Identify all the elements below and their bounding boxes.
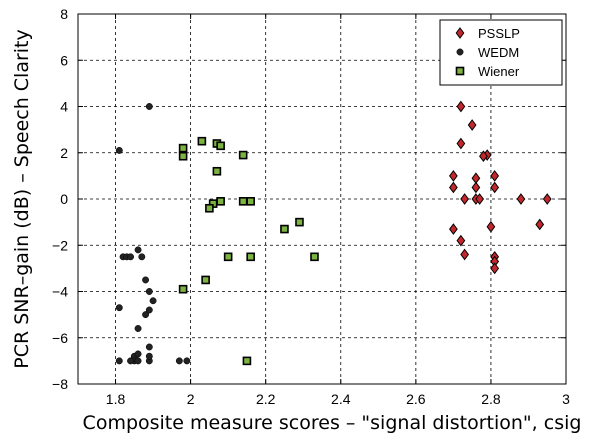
point-wedm [145, 352, 153, 360]
point-wiener [205, 203, 214, 213]
point-wiener [216, 141, 225, 151]
series-wedm [115, 103, 191, 365]
point-wedm [149, 297, 157, 305]
point-wedm [127, 357, 135, 365]
point-psslp [449, 170, 458, 182]
point-wiener [178, 143, 188, 153]
point-psslp [516, 193, 526, 205]
y-tick-label: −8 [52, 376, 68, 392]
x-tick-label: 1.8 [106, 391, 126, 407]
point-wiener [295, 217, 304, 227]
y-tick-labels: −8 −6 −4 −2 0 2 4 6 8 [52, 6, 68, 392]
point-psslp [535, 218, 545, 231]
point-wiener [178, 151, 188, 161]
point-wiener [246, 252, 255, 262]
legend-label-wiener: Wiener [478, 64, 520, 79]
legend-marker-psslp [455, 27, 465, 39]
x-tick-labels: 1.8 2 2.2 2.4 2.6 2.8 3 [106, 391, 570, 407]
point-wiener [238, 197, 248, 206]
point-wedm [134, 325, 142, 332]
point-psslp [449, 181, 458, 194]
legend-entry-wedm: WEDM [456, 45, 519, 60]
point-wiener [212, 166, 222, 176]
point-psslp [456, 137, 466, 150]
point-wedm [134, 246, 142, 254]
point-wiener [246, 197, 255, 206]
x-tick-label: 2.4 [331, 391, 351, 407]
point-wedm [127, 253, 135, 261]
x-tick-label: 2.8 [481, 391, 501, 407]
point-wedm [145, 343, 153, 351]
plot-area-frame [77, 13, 567, 385]
point-wiener [201, 275, 210, 285]
point-psslp [486, 220, 496, 233]
legend-entries: PSSLP WEDM Wiener [455, 26, 520, 79]
x-tick-label: 2.6 [406, 391, 426, 407]
legend: PSSLP WEDM Wiener [439, 19, 563, 86]
legend-label-wedm: WEDM [478, 45, 519, 60]
point-wiener [216, 197, 225, 206]
y-tick-label: 8 [60, 6, 68, 22]
point-wiener [178, 284, 188, 294]
point-psslp [490, 262, 500, 275]
point-wedm [138, 253, 146, 261]
point-wedm [183, 357, 191, 365]
series-wiener [178, 136, 319, 366]
y-tick-label: −6 [52, 330, 68, 346]
y-tick-label: 2 [60, 145, 68, 161]
x-axis-title: Composite measure scores – "signal disto… [83, 412, 582, 434]
legend-marker-wedm [456, 48, 464, 56]
point-wiener [310, 252, 319, 262]
point-psslp [490, 170, 500, 182]
point-wiener [197, 136, 207, 146]
y-tick-label: 6 [60, 52, 68, 68]
point-wiener [223, 252, 233, 262]
x-tick-label: 2.2 [256, 391, 276, 407]
y-tick-label: 0 [60, 191, 68, 207]
x-tick-label: 3 [562, 391, 570, 407]
point-wedm [145, 103, 153, 110]
point-psslp [460, 248, 470, 261]
point-wedm [142, 276, 150, 284]
point-wedm [115, 304, 123, 312]
point-wedm [145, 288, 153, 295]
point-psslp [460, 193, 470, 205]
point-wedm [145, 306, 153, 314]
point-wiener [280, 224, 289, 234]
point-wedm [115, 357, 123, 365]
point-psslp [471, 181, 481, 194]
y-axis-title: PCR SNR–gain (dB) – Speech Clarity [11, 29, 33, 369]
point-wedm [142, 311, 150, 319]
point-psslp [449, 223, 458, 235]
y-tick-label: 4 [60, 99, 68, 115]
series-psslp [449, 100, 552, 275]
point-psslp [475, 193, 485, 205]
point-psslp [456, 234, 466, 247]
legend-label-psslp: PSSLP [478, 26, 520, 41]
point-wiener [242, 356, 252, 366]
point-psslp [542, 193, 552, 205]
legend-marker-wiener [455, 66, 465, 76]
point-psslp [490, 181, 500, 194]
point-psslp [456, 100, 466, 113]
legend-entry-psslp: PSSLP [455, 26, 520, 41]
y-tick-label: −4 [52, 284, 68, 300]
legend-entry-wiener: Wiener [455, 64, 520, 79]
point-wedm [115, 146, 123, 154]
data-points [115, 100, 552, 366]
x-tick-label: 2 [187, 391, 195, 407]
y-tick-label: −2 [52, 237, 68, 253]
point-wedm [134, 350, 142, 358]
point-psslp [479, 150, 488, 163]
point-psslp [467, 119, 477, 131]
point-wedm [134, 357, 142, 365]
point-wiener [238, 150, 248, 160]
point-wedm [175, 357, 183, 365]
